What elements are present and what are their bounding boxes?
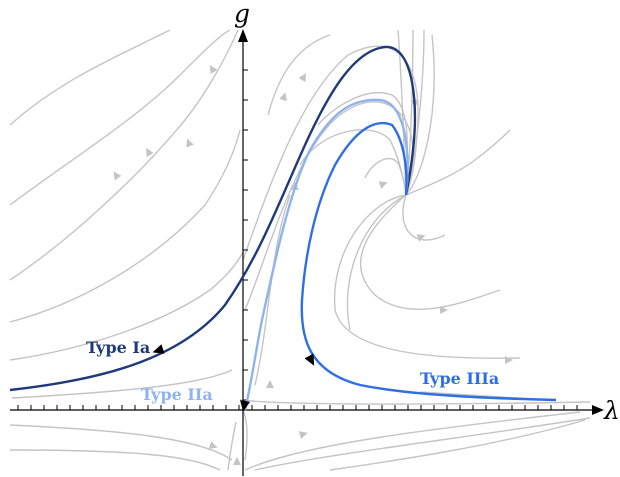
flow-lines (9, 29, 591, 471)
flow-arrow (208, 441, 218, 449)
type-iia-label: Type IIa (141, 385, 213, 404)
type-iia-arrow (240, 400, 250, 412)
flow-line (402, 194, 446, 241)
flow-line (244, 411, 581, 471)
flow-arrow (298, 73, 306, 82)
flow-arrow (505, 356, 513, 364)
flow-arrow (266, 380, 274, 388)
flow-line (9, 29, 231, 206)
type-iiia-label: Type IIIa (420, 369, 499, 388)
flow-arrow (298, 431, 308, 439)
x-axis-arrow (592, 405, 604, 415)
flow-line (242, 45, 419, 261)
flow-arrow (279, 92, 287, 102)
flow-arrow (186, 138, 194, 148)
flow-line (11, 369, 233, 399)
flow-arrow (416, 234, 426, 242)
flow-line (9, 29, 171, 126)
flow-line (9, 129, 241, 323)
flow-arrow (440, 306, 448, 314)
flow-line (405, 34, 435, 196)
flow-line (405, 129, 511, 196)
y-ticks (243, 69, 248, 401)
x-ticks (17, 405, 578, 410)
type-ia-label: Type Ia (86, 338, 150, 357)
y-axis-arrow (238, 29, 248, 42)
flow-line (267, 34, 331, 116)
flow-line (9, 29, 239, 281)
flow-line (329, 419, 586, 471)
flow-line (239, 399, 591, 405)
flow-arrow (378, 181, 388, 189)
flow-line (359, 194, 501, 310)
type-ia-curve (9, 45, 417, 392)
flow-line (9, 449, 221, 471)
flow-line (9, 251, 244, 361)
flow-line (9, 424, 233, 461)
type-iiia-arrow (304, 353, 315, 366)
type-ia-arrow (152, 344, 165, 354)
flow-arrow (233, 457, 241, 465)
flow-line (346, 194, 407, 331)
x-axis-label: λ (603, 396, 620, 425)
flow-line (254, 417, 591, 471)
flow-arrow (210, 65, 218, 74)
type-iiia-curve (300, 121, 557, 402)
flow-arrow (146, 147, 154, 157)
flow-arrow (113, 171, 122, 181)
flow-line (333, 194, 521, 359)
flow-arrows (113, 65, 513, 465)
type-iia-curve (243, 98, 409, 411)
y-axis-label: g (234, 0, 250, 28)
flow-line (243, 411, 248, 461)
flow-line (227, 421, 237, 471)
